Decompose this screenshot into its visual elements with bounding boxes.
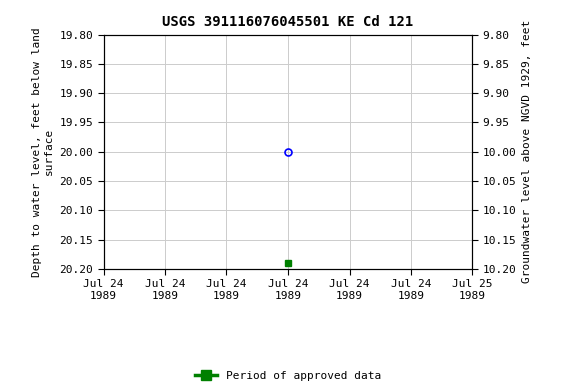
Title: USGS 391116076045501 KE Cd 121: USGS 391116076045501 KE Cd 121 — [162, 15, 414, 29]
Legend: Period of approved data: Period of approved data — [191, 366, 385, 384]
Y-axis label: Depth to water level, feet below land
surface: Depth to water level, feet below land su… — [32, 27, 54, 276]
Y-axis label: Groundwater level above NGVD 1929, feet: Groundwater level above NGVD 1929, feet — [522, 20, 532, 283]
